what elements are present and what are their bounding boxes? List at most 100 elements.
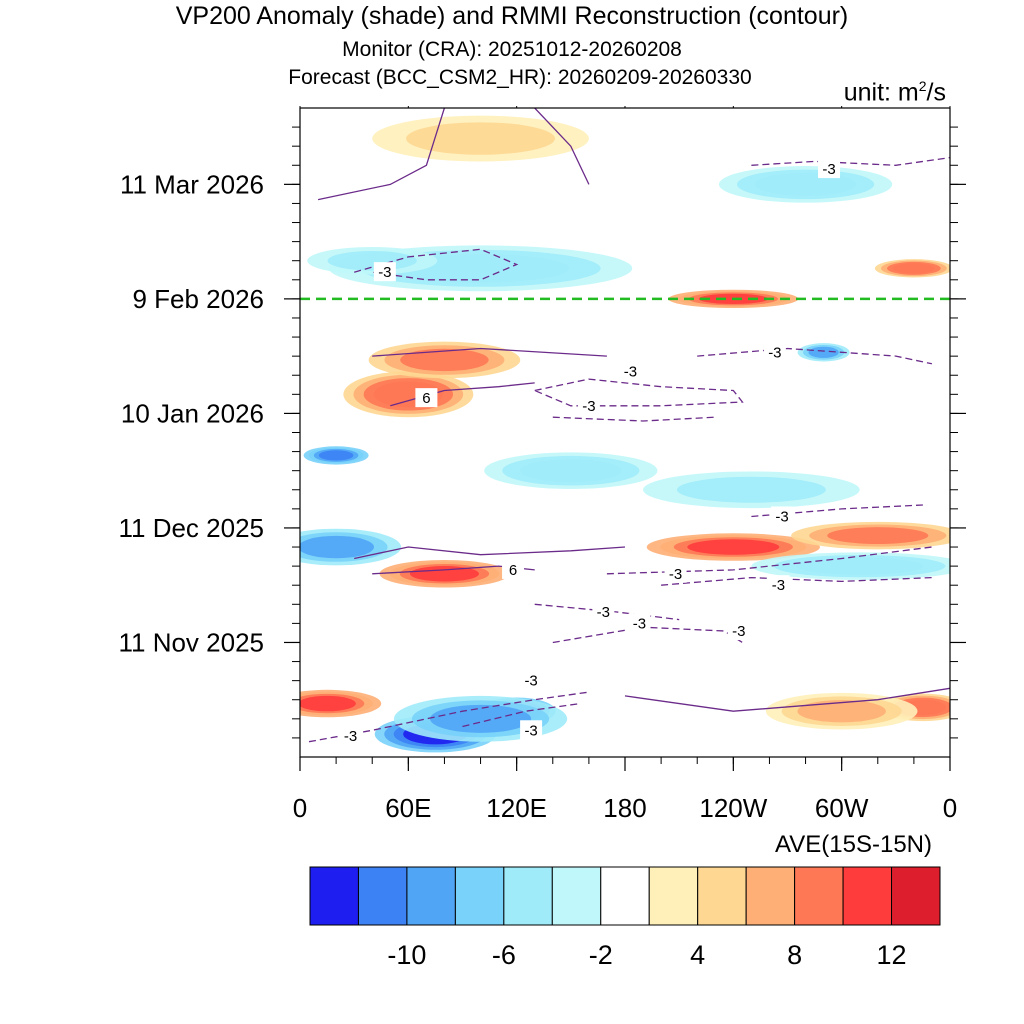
colorbar-label-0: -10 <box>387 940 426 970</box>
contour-label-text: -3 <box>822 161 835 178</box>
x-axis: 0 60E 120E 180 120W 60W 0 <box>293 106 957 823</box>
colorbar-label-3: 4 <box>690 940 705 970</box>
contour-label-text: -3 <box>772 577 785 594</box>
contour-label-text: -3 <box>624 363 637 380</box>
negative-contour-1 <box>462 702 580 728</box>
contour-label-text: -3 <box>344 728 357 745</box>
colorbar: -10 -6 -2 4 8 12 <box>309 866 941 970</box>
anomaly-blob-16-1 <box>893 263 935 274</box>
contour-label-11: -3 <box>763 342 786 362</box>
x-tick-label-5: 60W <box>815 793 869 823</box>
anomaly-blob-8-1 <box>827 527 929 544</box>
contour-label-text: 6 <box>422 390 430 407</box>
contour-label-text: -3 <box>582 398 595 415</box>
negative-contour-4 <box>661 576 932 586</box>
negative-contour-6 <box>751 504 923 518</box>
contour-label-6: -3 <box>767 575 790 595</box>
colorbar-box-1 <box>357 866 408 926</box>
x-axis-label: AVE(15S-15N) <box>775 831 932 858</box>
colorbar-box-0 <box>309 866 359 926</box>
chart-title: VP200 Anomaly (shade) and RMMI Reconstru… <box>175 2 849 30</box>
colorbar-box-4 <box>503 866 553 926</box>
anomaly-blob-20-1 <box>520 459 622 482</box>
x-tick-label-1: 60E <box>385 793 431 823</box>
contour-label-text: -3 <box>768 344 781 361</box>
negative-contour-9 <box>697 347 933 365</box>
contour-label-7: -3 <box>664 563 687 583</box>
contour-label-box <box>415 388 438 408</box>
negative-contour-7 <box>534 378 744 407</box>
contour-label-box <box>727 621 750 641</box>
x-tick-label-0: 0 <box>293 793 307 823</box>
contour-label-2: -3 <box>520 670 543 690</box>
contour-label-text: 6 <box>509 562 517 579</box>
anomaly-blob-6-1 <box>409 566 479 582</box>
negative-contour-11 <box>751 156 950 166</box>
negative-contour-10 <box>354 248 519 281</box>
negative-contour-5 <box>606 546 932 575</box>
anomaly-blob-18-1 <box>755 173 857 196</box>
anomaly-blob-10-1 <box>796 557 923 575</box>
contour-label-text: -3 <box>669 566 682 583</box>
unit-label: unit: m2/s <box>843 78 946 107</box>
contour-label-box <box>373 262 396 282</box>
contour-label-box <box>628 613 651 633</box>
colorbar-box-9 <box>745 866 796 926</box>
y-tick-label-0: 11 Nov 2025 <box>118 627 264 657</box>
contour-label-text: -3 <box>378 264 391 281</box>
contour-label-box <box>763 342 786 362</box>
contour-label-9: -3 <box>577 395 600 415</box>
contour-label-13: -3 <box>818 159 841 179</box>
positive-contour-17 <box>317 108 446 201</box>
negative-contour-3 <box>534 603 680 621</box>
colorbar-box-11 <box>842 866 893 926</box>
contour-label-text: -3 <box>524 673 537 690</box>
y-tick-label-1: 11 Dec 2025 <box>118 513 264 543</box>
anomaly-blob-11-1 <box>318 450 354 461</box>
positive-contour-15 <box>372 347 607 357</box>
colorbar-box-6 <box>600 866 650 926</box>
contour-label-text: -3 <box>732 623 745 640</box>
contour-label-0: -3 <box>339 726 362 746</box>
anomaly-blob-9-1 <box>300 535 375 559</box>
contour-label-box <box>619 361 642 381</box>
chart-subtitle-monitor: Monitor (CRA): 20251012-20260208 <box>342 38 682 61</box>
anomaly-blob-5-1 <box>797 699 886 723</box>
colorbar-box-3 <box>454 866 505 926</box>
contour-label-text: -3 <box>775 508 788 525</box>
x-tick-label-3: 180 <box>603 793 646 823</box>
x-tick-label-2: 120E <box>486 793 547 823</box>
contour-label-box <box>592 601 615 621</box>
anomaly-blob-21-1 <box>676 476 826 503</box>
contour-label-box <box>818 159 841 179</box>
y-tick-label-4: 11 Mar 2026 <box>120 169 264 199</box>
contour-label-box <box>767 575 790 595</box>
colorbar-label-2: -2 <box>589 940 613 970</box>
positive-contour-18 <box>534 108 590 185</box>
anomaly-blob-14-1 <box>808 346 839 358</box>
contour-label-box <box>502 559 525 579</box>
contour-label-text: -3 <box>633 615 646 632</box>
colorbar-label-4: 8 <box>787 940 802 970</box>
contour-label-box <box>339 726 362 746</box>
colorbar-box-12 <box>891 866 941 926</box>
anomaly-blob-19-1 <box>406 122 556 155</box>
colorbar-box-2 <box>406 866 456 926</box>
contour-label-5: -3 <box>727 621 750 641</box>
y-axis: 11 Nov 2025 11 Dec 2025 10 Jan 2026 9 Feb 2… <box>118 126 966 739</box>
contour-label-15: 6 <box>415 388 438 408</box>
anomaly-blob-13-1 <box>400 348 489 372</box>
y-tick-label-3: 9 Feb 2026 <box>132 284 264 314</box>
contour-label-8: -3 <box>771 506 794 526</box>
plot-background <box>300 108 950 757</box>
contour-label-box <box>520 670 543 690</box>
positive-contour-12 <box>354 546 626 560</box>
anomaly-blob-2-1 <box>430 704 532 733</box>
contour-label-box <box>520 720 543 740</box>
contour-label-box <box>577 395 600 415</box>
colorbar-label-5: 12 <box>877 940 907 970</box>
contour-label-10: -3 <box>619 361 642 381</box>
positive-contour-16 <box>624 687 950 712</box>
anomaly-blob-22-1 <box>327 250 417 271</box>
